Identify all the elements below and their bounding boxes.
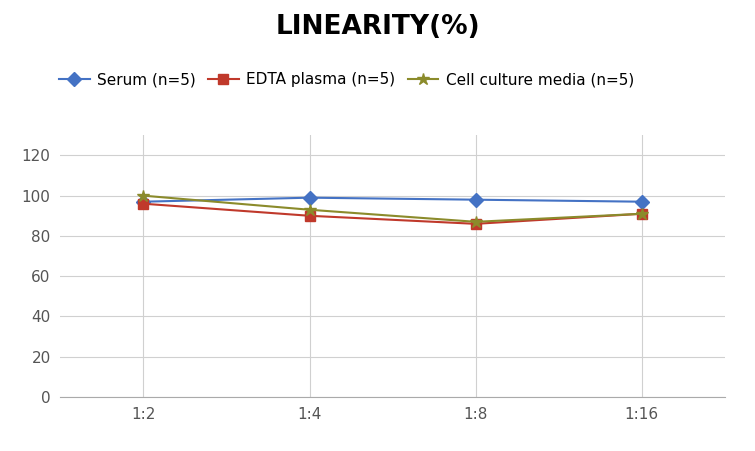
Line: Cell culture media (n=5): Cell culture media (n=5) [137,189,648,228]
Text: LINEARITY(%): LINEARITY(%) [275,14,480,40]
Cell culture media (n=5) [471,219,480,225]
Legend: Serum (n=5), EDTA plasma (n=5), Cell culture media (n=5): Serum (n=5), EDTA plasma (n=5), Cell cul… [53,66,640,93]
Line: Serum (n=5): Serum (n=5) [139,193,646,207]
Cell culture media (n=5) [637,211,646,216]
Serum (n=5) [637,199,646,204]
EDTA plasma (n=5) [139,201,148,207]
Serum (n=5) [139,199,148,204]
Serum (n=5) [305,195,314,200]
EDTA plasma (n=5) [471,221,480,226]
Cell culture media (n=5) [139,193,148,198]
Line: EDTA plasma (n=5): EDTA plasma (n=5) [139,199,646,229]
Serum (n=5) [471,197,480,202]
EDTA plasma (n=5) [637,211,646,216]
Cell culture media (n=5) [305,207,314,212]
EDTA plasma (n=5) [305,213,314,218]
